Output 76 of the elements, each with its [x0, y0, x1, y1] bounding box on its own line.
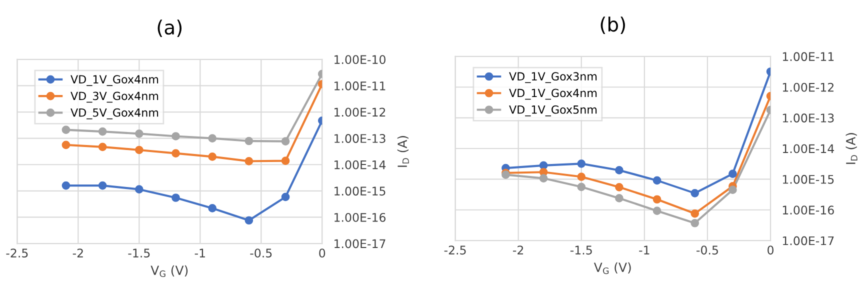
point: [615, 182, 624, 192]
point: [690, 209, 700, 218]
legend-label: VD_1V_Gox5nm: [509, 105, 597, 116]
point: [208, 134, 217, 142]
point: [208, 204, 217, 212]
legend-label: VD_1V_Gox3nm: [509, 72, 597, 84]
y-tick-label: 1.00E-15: [334, 186, 386, 196]
y-tick-label: 1.00E-17: [334, 239, 386, 248]
point: [577, 172, 586, 181]
point: [62, 181, 70, 190]
x-axis-title: V$_{G}$ (V): [594, 262, 631, 274]
point: [690, 218, 700, 228]
point: [172, 194, 180, 202]
point: [652, 206, 662, 216]
y-tick-label: 1.00E-11: [334, 81, 386, 90]
point: [244, 136, 254, 146]
y-tick-label: 1.00E-10: [334, 55, 386, 64]
point: [98, 142, 107, 152]
point: [281, 156, 290, 165]
x-tick-label: -0.5: [250, 248, 272, 258]
y-tick-label: 1.00E-14: [782, 144, 834, 154]
point: [98, 127, 107, 136]
x-tick-label: 0: [319, 248, 326, 258]
x-tick-label: -2: [72, 248, 83, 258]
x-tick-label: -1: [639, 246, 650, 254]
x-tick-label: -2.5: [444, 246, 466, 255]
x-tick-label: 0: [768, 246, 774, 255]
point: [577, 182, 586, 192]
point: [134, 185, 144, 194]
y-tick-label: 1.00E-12: [782, 82, 834, 92]
point: [652, 195, 662, 204]
chart-title: (a): [158, 20, 182, 37]
y-tick-label: 1.00E-17: [782, 236, 834, 246]
point: [134, 146, 144, 154]
point: [539, 161, 548, 170]
x-tick-label: -0.5: [696, 246, 718, 255]
y-tick-label: 1.00E-16: [334, 212, 386, 222]
point: [728, 186, 737, 194]
legend-label: VD_5V_Gox4nm: [70, 108, 158, 120]
point: [539, 174, 548, 182]
y-tick-label: 1.00E-13: [334, 134, 386, 143]
y-tick-label: 1.00E-13: [782, 114, 834, 122]
point: [728, 170, 737, 178]
x-tick-label: -1.5: [128, 248, 150, 258]
point: [62, 140, 70, 150]
y-tick-label: 1.00E-15: [782, 174, 834, 184]
y-axis-title: I$_{D}$ (A): [397, 136, 409, 167]
y-tick-label: 1.00E-11: [782, 52, 834, 62]
point: [98, 181, 107, 190]
point: [615, 166, 624, 174]
point: [134, 130, 144, 138]
y-tick-label: 1.00E-14: [334, 160, 386, 170]
point: [62, 126, 70, 134]
point: [652, 176, 662, 185]
point: [577, 160, 586, 168]
point: [615, 194, 624, 202]
legend-label: VD_1V_Gox4nm: [509, 88, 597, 100]
point: [244, 157, 254, 166]
point: [281, 192, 290, 202]
point: [172, 149, 180, 158]
point: [281, 137, 290, 146]
chart-title: (b): [600, 16, 625, 34]
point: [172, 132, 180, 140]
x-tick-label: -2.5: [6, 248, 28, 258]
legend-label: VD_3V_Gox4nm: [70, 92, 158, 103]
x-axis-title: V$_{G}$ (V): [150, 265, 188, 278]
point: [244, 216, 254, 225]
point: [208, 152, 217, 161]
y-axis-title: I$_{D}$ (A): [846, 133, 858, 164]
legend-label: VD_1V_Gox4nm: [70, 75, 158, 86]
point: [690, 189, 700, 198]
y-tick-label: 1.00E-16: [782, 206, 834, 215]
x-tick-label: -1.5: [570, 246, 592, 255]
x-tick-label: -1: [194, 248, 205, 258]
x-tick-label: -2: [513, 246, 524, 254]
y-tick-label: 1.00E-12: [334, 108, 386, 117]
